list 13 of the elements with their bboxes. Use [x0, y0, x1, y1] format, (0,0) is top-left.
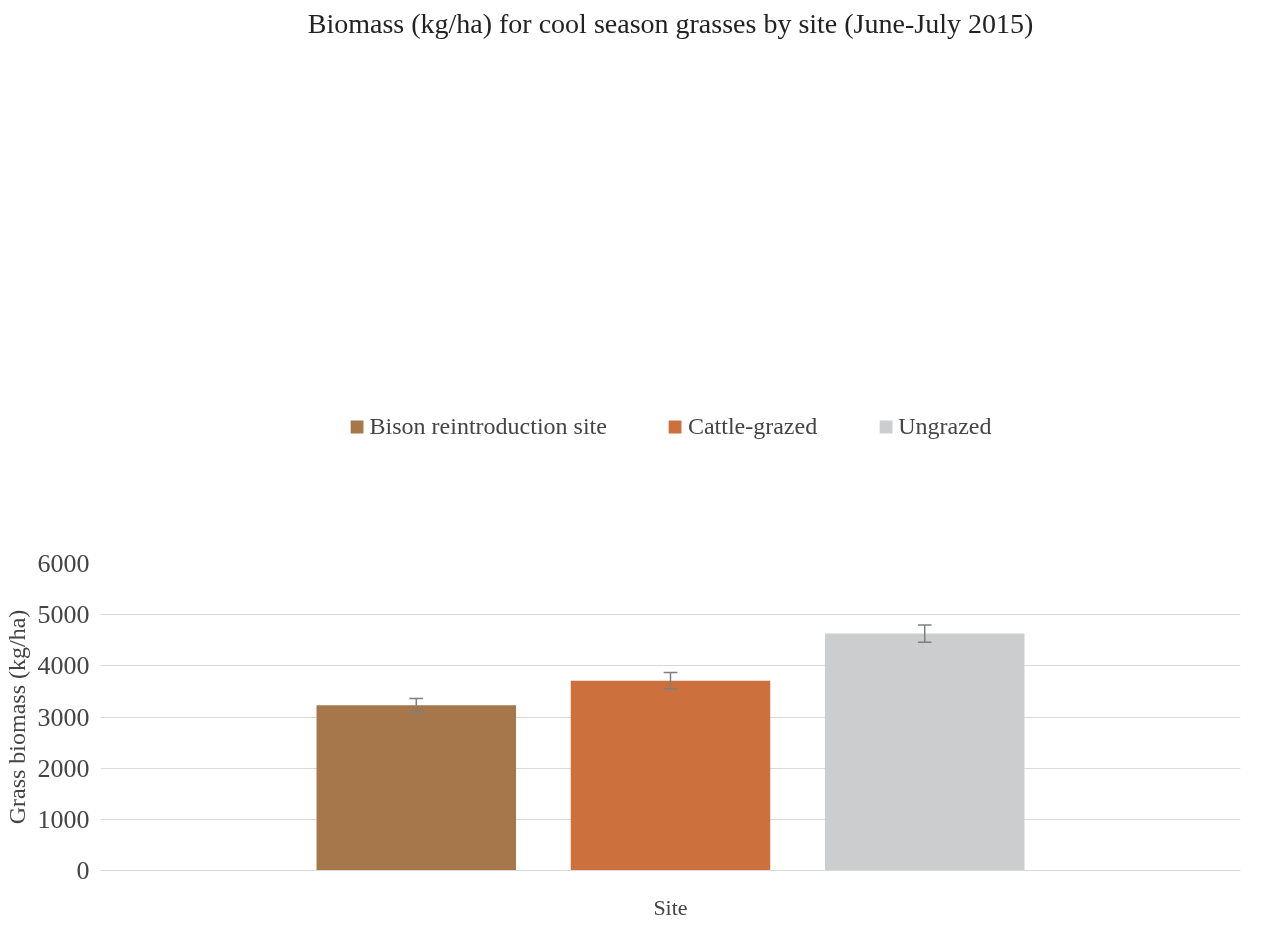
chart-title: Biomass (kg/ha) for cool season grasses by site (June-July 2015)	[307, 7, 1034, 39]
y-tick-label: 0	[76, 856, 90, 885]
legend-label: Cattle-grazed	[687, 412, 818, 440]
legend-label: Bison reintroduction site	[369, 412, 607, 440]
y-tick-label: 6000	[37, 549, 90, 578]
y-tick-label: 5000	[37, 600, 90, 630]
x-tick-label: Site	[653, 894, 688, 920]
y-tick-label: 3000	[37, 702, 90, 732]
y-axis-title: Grass biomass (kg/ha)	[3, 609, 30, 825]
y-tick-label: 4000	[37, 651, 90, 681]
legend-label: Ungrazed	[898, 412, 992, 440]
y-tick-label: 1000	[37, 804, 90, 834]
y-tick-label: 2000	[37, 753, 90, 783]
